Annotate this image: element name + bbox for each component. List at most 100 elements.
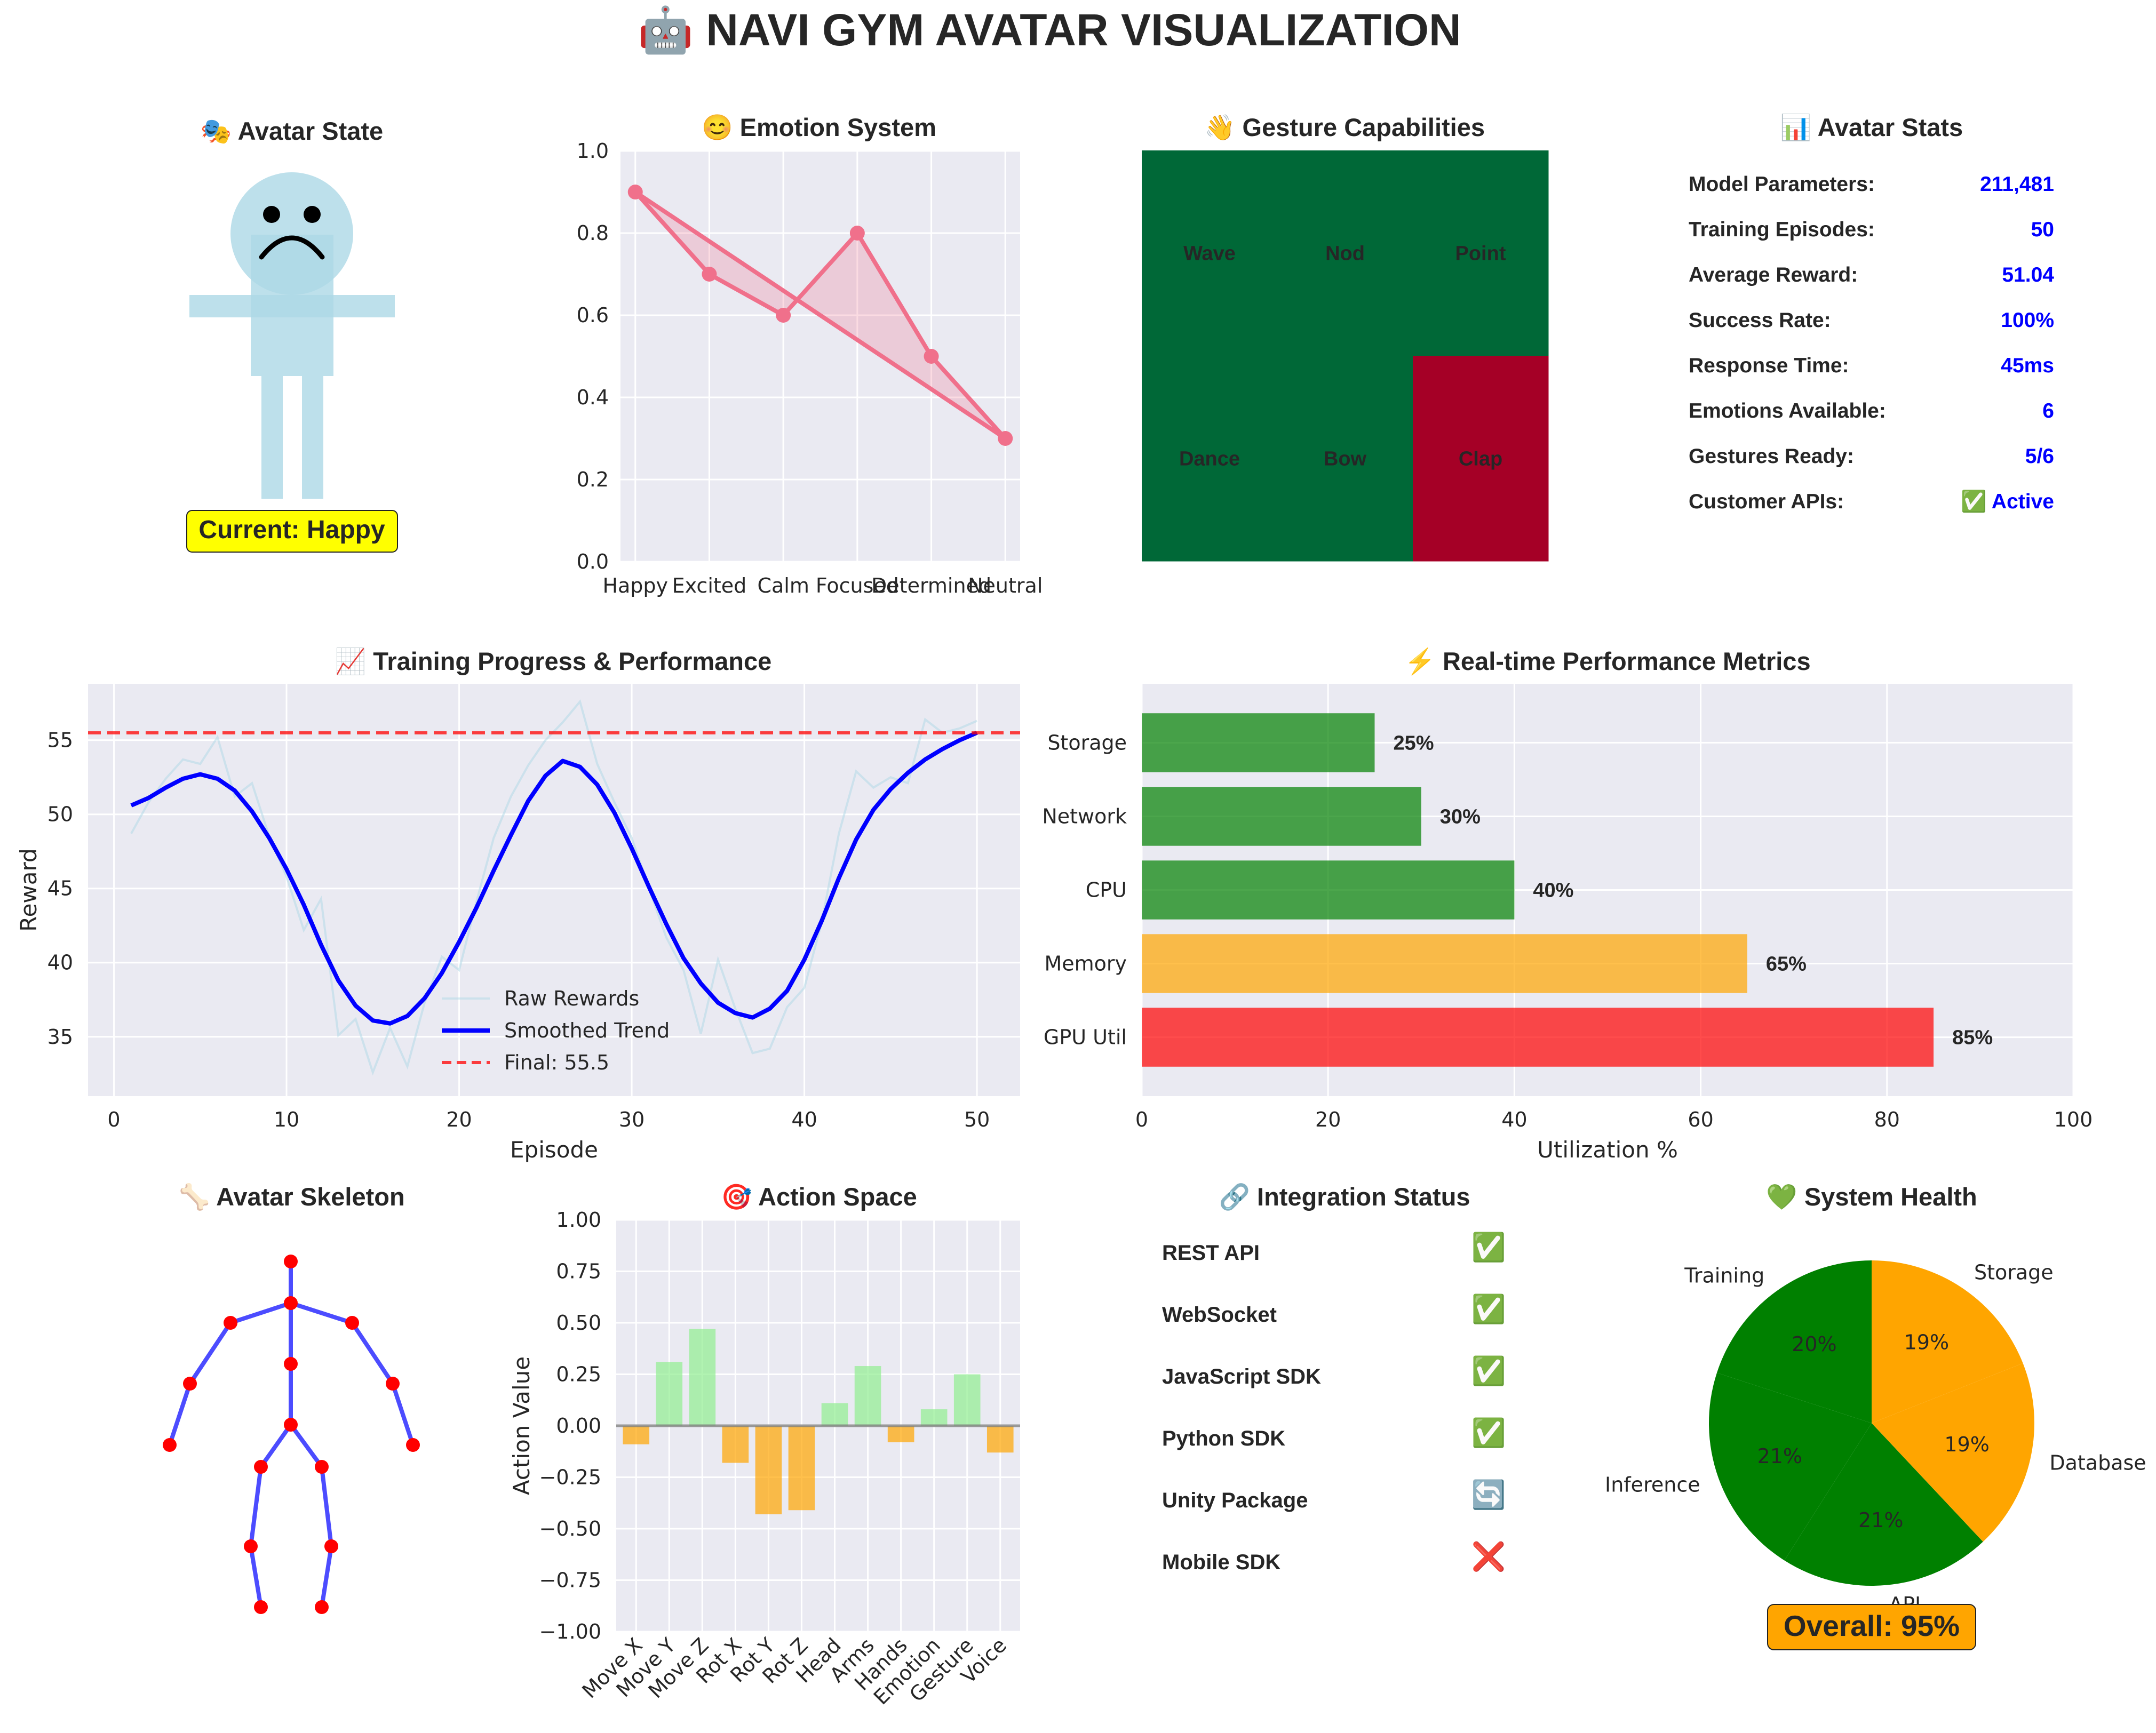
perf-x-tick: 20 (1315, 1108, 1341, 1131)
perf-value-label: 85% (1952, 1027, 1993, 1049)
gesture-cell-label: Dance (1179, 448, 1240, 470)
gesture-cell-label: Nod (1325, 243, 1365, 265)
perf-bar (1142, 713, 1375, 772)
training-x-tick: 50 (964, 1108, 990, 1131)
integration-row: JavaScript SDK ✅ (1162, 1355, 1506, 1388)
skeleton-joint (406, 1438, 420, 1452)
skeleton-bone (391, 1383, 415, 1446)
perf-y-tick: CPU (1086, 879, 1127, 902)
avatar-stats-title: 📊 Avatar Stats (1780, 113, 1963, 142)
perf-x-tick: 80 (1874, 1108, 1900, 1131)
training-chart-title: 📈 Training Progress & Performance (335, 647, 772, 676)
training-x-tick: 40 (791, 1108, 817, 1131)
emotion-y-tick: 0.6 (577, 304, 609, 327)
emotion-x-tick: Neutral (968, 574, 1043, 597)
skeleton-joint (315, 1600, 329, 1614)
integration-row: Mobile SDK ❌ (1162, 1540, 1506, 1574)
perf-value-label: 25% (1394, 732, 1434, 754)
skeleton-bone (259, 1423, 293, 1468)
gesture-cell-label: Clap (1459, 448, 1502, 470)
integration-status-icon: ✅ (1471, 1417, 1506, 1449)
avatar-right-leg (302, 376, 323, 499)
stat-row: Average Reward: 51.04 (1689, 263, 2054, 286)
perf-value-label: 30% (1440, 805, 1481, 828)
stat-row: Emotions Available: 6 (1689, 400, 2054, 422)
health-pie-chart: 20%Training21%Inference21%API19%Database… (1605, 1260, 2146, 1616)
skeleton-bone (168, 1383, 192, 1446)
stat-value: 45ms (2001, 354, 2054, 377)
training-y-tick: 45 (47, 877, 73, 900)
emotion-plot-area (620, 151, 1020, 562)
training-legend: Raw Rewards Smoothed Trend Final: 55.5 (442, 987, 670, 1074)
health-pct-label: 21% (1858, 1508, 1903, 1532)
stat-value: 5/6 (2025, 445, 2054, 468)
integration-label: WebSocket (1162, 1303, 1277, 1327)
skeleton-title: 🦴 Avatar Skeleton (179, 1181, 404, 1211)
gesture-cell-label: Bow (1324, 448, 1367, 470)
action-space-panel: 🎯 Action Space −1.00 −0.75 −0.50 −0.25 0.00 0… (508, 1183, 1020, 1709)
page-title: 🤖 NAVI GYM AVATAR VISUALIZATION (638, 4, 1461, 55)
action-bar (920, 1409, 948, 1426)
perf-x-tick: 60 (1688, 1108, 1713, 1131)
stat-row: Success Rate: 100% (1689, 309, 2054, 332)
training-y-tick: 35 (47, 1025, 73, 1049)
avatar-figure (189, 172, 395, 499)
health-pie-slice (1784, 1423, 1983, 1586)
emotion-x-tick: Determined (871, 574, 991, 597)
health-pie-slice (1708, 1372, 1872, 1561)
gesture-grid: Wave Nod Point Dance Bow Clap (1142, 150, 1549, 562)
integration-label: Unity Package (1162, 1489, 1308, 1512)
integration-list: REST API ✅WebSocket ✅JavaScript SDK ✅Python… (1162, 1231, 1506, 1574)
skeleton-bone (350, 1321, 395, 1385)
legend-label: Raw Rewards (504, 987, 639, 1010)
skeleton-joint (224, 1316, 237, 1330)
action-bar (788, 1426, 815, 1511)
gesture-cell (1277, 356, 1413, 562)
action-y-tick: −1.00 (539, 1620, 601, 1643)
action-y-axis-label: Action Value (508, 1356, 535, 1495)
perf-x-tick: 40 (1501, 1108, 1527, 1131)
training-y-tick: 40 (47, 951, 73, 975)
action-space-chart: −1.00 −0.75 −0.50 −0.25 0.00 0.25 0.50 0.75 1.00… (508, 1208, 1020, 1709)
stat-row: Gestures Ready: 5/6 (1689, 445, 2054, 468)
emotion-x-tick: Focused (816, 574, 899, 597)
skeleton-joint (254, 1600, 268, 1614)
avatar-state-title: 🎭 Avatar State (201, 117, 383, 145)
avatar-left-leg (261, 376, 283, 499)
action-bar (722, 1426, 749, 1463)
emotion-y-tick: 0.0 (577, 550, 609, 573)
gesture-panel: 👋 Gesture Capabilities Wave Nod Point Dance… (1142, 113, 1549, 562)
integration-status-icon: ✅ (1471, 1355, 1506, 1387)
gesture-cell (1413, 150, 1549, 356)
action-y-tick: 0.00 (556, 1414, 601, 1437)
health-pct-label: 21% (1757, 1444, 1802, 1468)
action-y-tick: −0.75 (539, 1569, 601, 1592)
emotion-y-tick: 0.2 (577, 468, 609, 491)
health-slice-label: Training (1684, 1264, 1764, 1288)
action-bar (821, 1403, 848, 1426)
current-emotion-badge (186, 510, 398, 553)
stat-row: Response Time: 45ms (1689, 354, 2054, 377)
action-bar (623, 1426, 650, 1444)
action-bar (689, 1329, 716, 1426)
action-y-tick: −0.50 (539, 1517, 601, 1540)
training-x-tick: 20 (446, 1108, 472, 1131)
emotion-point (776, 308, 791, 323)
skeleton-joint (284, 1255, 298, 1268)
skeleton-bone (229, 1301, 292, 1325)
integration-row: REST API ✅ (1162, 1231, 1506, 1265)
emotion-y-tick: 1.0 (577, 139, 609, 163)
smoothed-trend-line (130, 731, 978, 1026)
action-y-tick: 0.25 (556, 1363, 601, 1386)
integration-status-icon: ✅ (1471, 1293, 1506, 1325)
health-chart-title: 💚 System Health (1766, 1183, 1977, 1211)
skeleton-bone (188, 1321, 233, 1385)
stat-label: Training Episodes: (1689, 218, 1875, 241)
health-pct-label: 20% (1792, 1332, 1836, 1356)
integration-row: WebSocket ✅ (1162, 1293, 1506, 1327)
overall-health-badge (1767, 1604, 1976, 1650)
integration-label: JavaScript SDK (1162, 1365, 1321, 1388)
stat-value: 51.04 (2002, 263, 2054, 286)
emotion-point (849, 226, 865, 241)
integration-row: Python SDK ✅ (1162, 1417, 1506, 1450)
